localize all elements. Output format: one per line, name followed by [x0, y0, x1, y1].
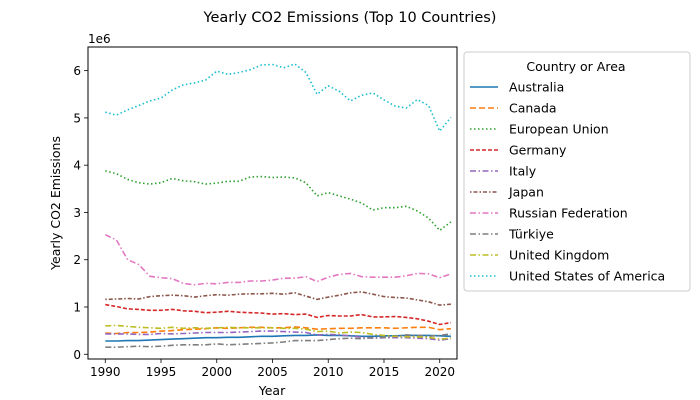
y-tick-label-4: 4 [73, 159, 81, 173]
x-tick-label-0: 1990 [90, 365, 121, 379]
series-line-9 [105, 63, 452, 132]
legend-label-3: Germany [509, 143, 567, 158]
legend-label-4: Italy [509, 164, 537, 179]
legend-label-0: Australia [509, 80, 564, 95]
x-axis-label: Year [258, 383, 286, 398]
legend-label-6: Russian Federation [509, 206, 628, 221]
series-line-5 [105, 291, 451, 306]
legend: Country or Area Australia Canada European … [463, 51, 691, 292]
chart-title: Yearly CO2 Emissions (Top 10 Countries) [203, 10, 497, 26]
series-line-2 [105, 170, 452, 232]
legend-frame [463, 51, 691, 292]
y-offset-label: 1e6 [88, 32, 111, 46]
x-tick-label-4: 2010 [313, 365, 344, 379]
legend-label-9: United States of America [509, 269, 665, 284]
series-line-3 [105, 303, 452, 326]
series-line-8 [105, 324, 451, 340]
y-tick-label-5: 5 [73, 111, 81, 125]
x-axis: 1990 1995 2000 2005 2010 2015 2020 [90, 359, 455, 379]
x-tick-label-5: 2015 [369, 365, 400, 379]
x-tick-label-1: 1995 [146, 365, 177, 379]
y-axis: 0 1 2 3 4 5 6 [73, 64, 88, 362]
y-tick-label-0: 0 [73, 348, 81, 362]
series-line-1 [105, 326, 451, 335]
y-tick-label-6: 6 [73, 64, 81, 78]
y-tick-label-3: 3 [73, 206, 81, 220]
plot-area [104, 63, 452, 349]
x-tick-label-2: 2000 [201, 365, 232, 379]
series-line-4 [105, 330, 451, 341]
legend-label-2: European Union [509, 122, 609, 137]
y-tick-label-2: 2 [73, 253, 81, 267]
legend-title: Country or Area [526, 59, 625, 74]
y-tick-label-1: 1 [73, 301, 81, 315]
series-line-6 [104, 233, 452, 286]
y-axis-label: Yearly CO2 Emissions [48, 136, 63, 271]
legend-entries: Australia Canada European Union Germany Ital… [470, 80, 665, 284]
legend-label-1: Canada [509, 101, 557, 116]
x-tick-label-6: 2020 [424, 365, 455, 379]
legend-label-5: Japan [508, 185, 544, 200]
series-line-0 [105, 334, 451, 342]
legend-label-8: United Kingdom [509, 248, 609, 263]
plot-frame [87, 46, 458, 360]
legend-label-7: Türkiye [508, 227, 554, 242]
x-tick-label-3: 2005 [257, 365, 288, 379]
